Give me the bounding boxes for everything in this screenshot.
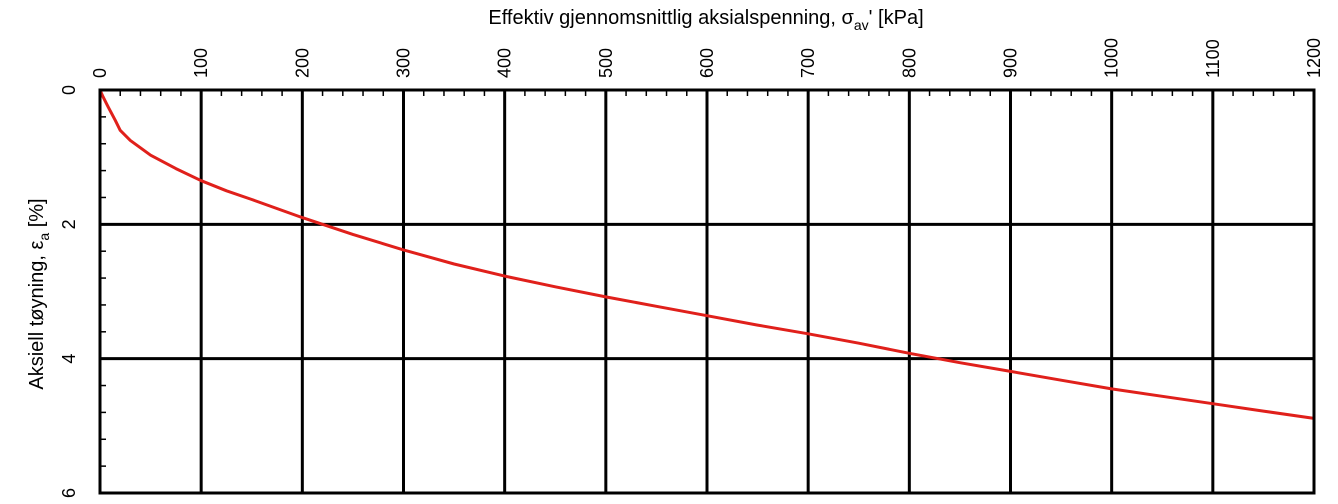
x-axis-title-main: Effektiv gjennomsnittlig aksialspenning,…: [488, 7, 854, 29]
x-tick-label: 800: [899, 48, 919, 78]
x-tick-label: 600: [697, 48, 717, 78]
y-tick-labels: 0 2 4 6: [59, 85, 79, 498]
x-tick-label: 900: [1001, 48, 1021, 78]
x-axis-title: Effektiv gjennomsnittlig aksialspenning,…: [488, 7, 923, 33]
y-axis-title-tail: [%]: [26, 198, 48, 232]
grid-lines: [100, 90, 1314, 493]
series-group: [98, 88, 1316, 420]
x-tick-label: 200: [292, 48, 312, 78]
series-line: [98, 88, 1316, 420]
x-tick-label: 300: [394, 48, 414, 78]
x-tick-label: 400: [495, 48, 515, 78]
x-axis-title-subscript: av: [854, 17, 869, 33]
y-tick-label: 2: [59, 219, 79, 229]
x-tick-labels: 0 100 200 300 400 500 600 700 800 900 1000 1100 1200: [90, 38, 1324, 78]
y-axis-title: Aksiell tøyning, εa [%]: [26, 198, 52, 389]
x-tick-label: 500: [596, 48, 616, 78]
y-tick-label: 4: [59, 354, 79, 364]
x-tick-label: 1200: [1304, 38, 1324, 78]
x-tick-label: 100: [191, 48, 211, 78]
plot-frame: [98, 88, 1316, 495]
minor-ticks: [100, 90, 1295, 467]
x-axis-title-tail: ' [kPa]: [869, 7, 924, 29]
y-tick-label: 6: [59, 488, 79, 498]
y-tick-label: 0: [59, 85, 79, 95]
x-tick-label: 0: [90, 68, 110, 78]
x-tick-label: 700: [798, 48, 818, 78]
x-tick-label: 1000: [1102, 38, 1122, 78]
y-axis-title-subscript: a: [36, 233, 52, 241]
y-axis-title-main: Aksiell tøyning, ε: [26, 241, 48, 390]
x-tick-label: 1100: [1203, 39, 1223, 78]
